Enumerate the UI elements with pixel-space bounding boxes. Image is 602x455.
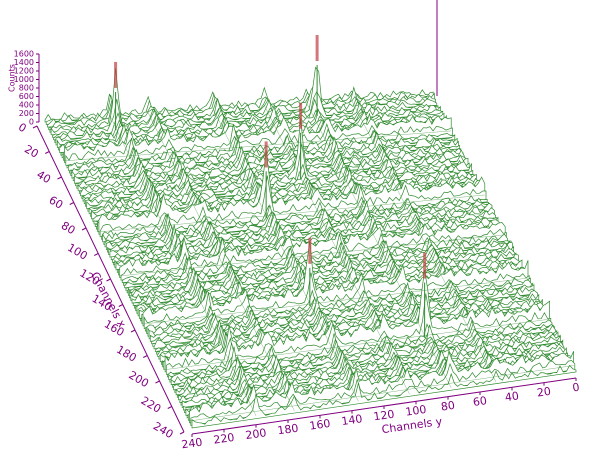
x-tick-label: 0: [16, 120, 29, 135]
surface-row: [157, 299, 543, 357]
x-tick: [155, 380, 160, 384]
y-tick-label: 220: [213, 431, 236, 447]
x-tick: [57, 176, 62, 180]
surface-row: [179, 340, 565, 403]
y-tick-label: 80: [440, 399, 456, 414]
y-tick-label: 0: [572, 381, 581, 395]
surface-row: [89, 173, 477, 217]
ridge: [165, 318, 550, 370]
ridge: [189, 365, 574, 422]
surface-row: [189, 350, 574, 424]
surface-row: [142, 241, 529, 327]
surface-row: [130, 251, 517, 301]
surface-row: [143, 272, 530, 329]
x-tick-label: 220: [139, 394, 164, 416]
ridge: [142, 277, 529, 325]
z-tick-label: 1600: [14, 50, 34, 59]
surface-row: [164, 269, 550, 373]
x-tick: [32, 125, 38, 129]
y-tick-label: 240: [181, 436, 204, 452]
y-tick-label: 40: [504, 389, 520, 404]
y-tick-label: 160: [309, 417, 332, 433]
surface-row: [191, 364, 577, 429]
y-tick-label: 20: [536, 385, 552, 400]
x-tick: [94, 253, 99, 256]
ridge: [264, 105, 410, 395]
z-tick-label: 800: [19, 84, 34, 93]
x-tick-label: 200: [126, 368, 151, 390]
y-tick-label: 60: [472, 394, 488, 409]
ridge: [212, 108, 359, 402]
z-tick-label: 400: [19, 101, 34, 110]
x-tick: [45, 151, 50, 154]
z-tick-label: 1400: [14, 58, 34, 67]
x-tick-label: 40: [34, 168, 53, 186]
z-tick-label: 1000: [14, 75, 34, 84]
y-tick-label: 140: [341, 412, 364, 428]
x-tick: [130, 329, 136, 333]
x-tick-label: 80: [59, 219, 78, 237]
x-tick-label: 60: [47, 193, 66, 211]
y-tick-label: 120: [373, 408, 396, 424]
x-tick-label: 180: [114, 343, 139, 365]
x-tick: [179, 431, 185, 435]
z-tick-label: 0: [29, 118, 34, 127]
x-tick-label: 100: [65, 241, 90, 263]
surface: [44, 35, 577, 429]
x-tick: [69, 202, 74, 205]
z-tick-label: 1200: [14, 67, 34, 76]
surface-row: [148, 284, 535, 340]
x-tick-label: 20: [22, 142, 41, 160]
x-tick: [118, 304, 123, 307]
ridge: [306, 102, 452, 389]
surface-row: [125, 240, 512, 291]
y-tick-label: 180: [277, 422, 300, 438]
ridge: [147, 112, 295, 411]
ridge: [119, 234, 506, 277]
surface-row: [99, 175, 487, 238]
z-tick-label: 600: [19, 92, 34, 101]
y-tick-label: 100: [405, 403, 428, 419]
surface-row: [145, 277, 531, 332]
z-axis-label: Counts: [8, 64, 17, 92]
x-tick: [143, 355, 148, 358]
surface-row: [44, 86, 433, 123]
z-tick-label: 200: [19, 109, 34, 118]
ridge: [351, 99, 497, 383]
surface-row: [72, 136, 460, 182]
surface-row: [178, 339, 564, 401]
x-tick: [106, 278, 111, 282]
surface-row: [165, 293, 552, 375]
surface-row: [98, 150, 486, 235]
x-tick-label: 240: [151, 419, 176, 441]
x-tick: [81, 227, 87, 231]
ridge: [98, 194, 485, 233]
ridge: [109, 114, 257, 416]
y-tick-label: 200: [245, 426, 268, 442]
surface-row: [152, 290, 538, 347]
surface-row: [172, 329, 558, 388]
x-tick: [167, 406, 172, 409]
ridge: [64, 130, 452, 162]
